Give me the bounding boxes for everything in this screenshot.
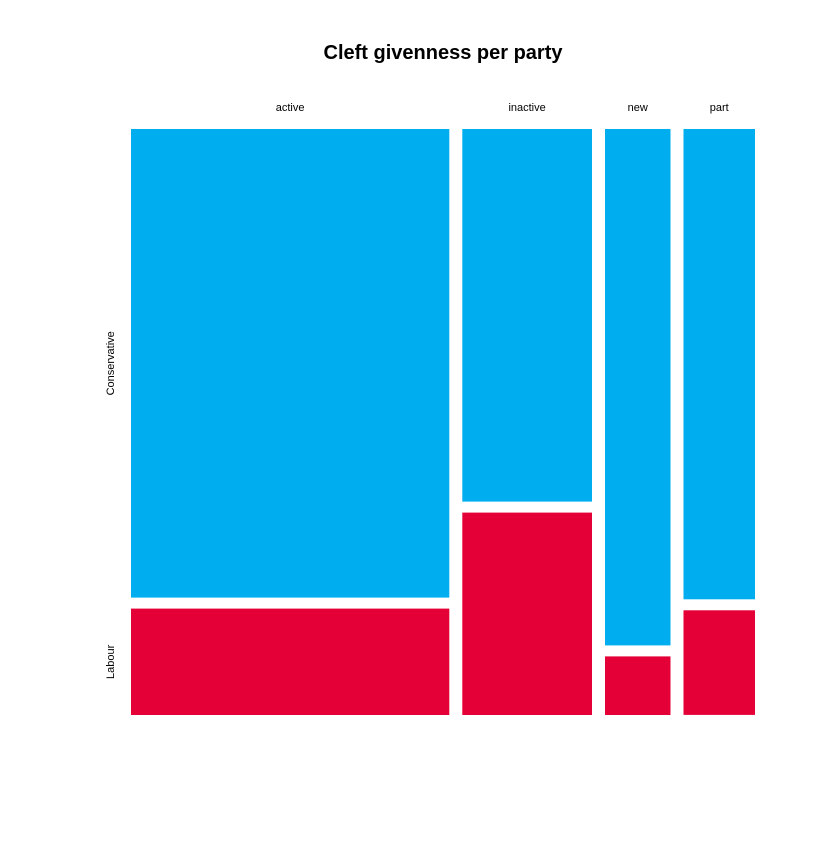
- tile-active-conservative: [131, 129, 450, 598]
- column-label-inactive: inactive: [508, 102, 545, 114]
- row-labels: Conservative Labour: [105, 331, 117, 679]
- column-label-new: new: [628, 102, 648, 114]
- tile-inactive-labour: [462, 512, 592, 715]
- tile-part-labour: [683, 610, 755, 715]
- column-label-active: active: [276, 102, 305, 114]
- row-label-labour: Labour: [105, 644, 117, 679]
- tile-part-conservative: [683, 129, 755, 600]
- tile-active-labour: [131, 608, 450, 715]
- column-label-part: part: [710, 102, 729, 114]
- chart-title: Cleft givenness per party: [324, 42, 564, 64]
- mosaic-tiles: [131, 129, 755, 715]
- tile-new-labour: [605, 656, 671, 715]
- column-labels: active inactive new part: [276, 102, 729, 114]
- row-label-conservative: Conservative: [105, 331, 117, 395]
- tile-inactive-conservative: [462, 129, 592, 502]
- tile-new-conservative: [605, 129, 671, 646]
